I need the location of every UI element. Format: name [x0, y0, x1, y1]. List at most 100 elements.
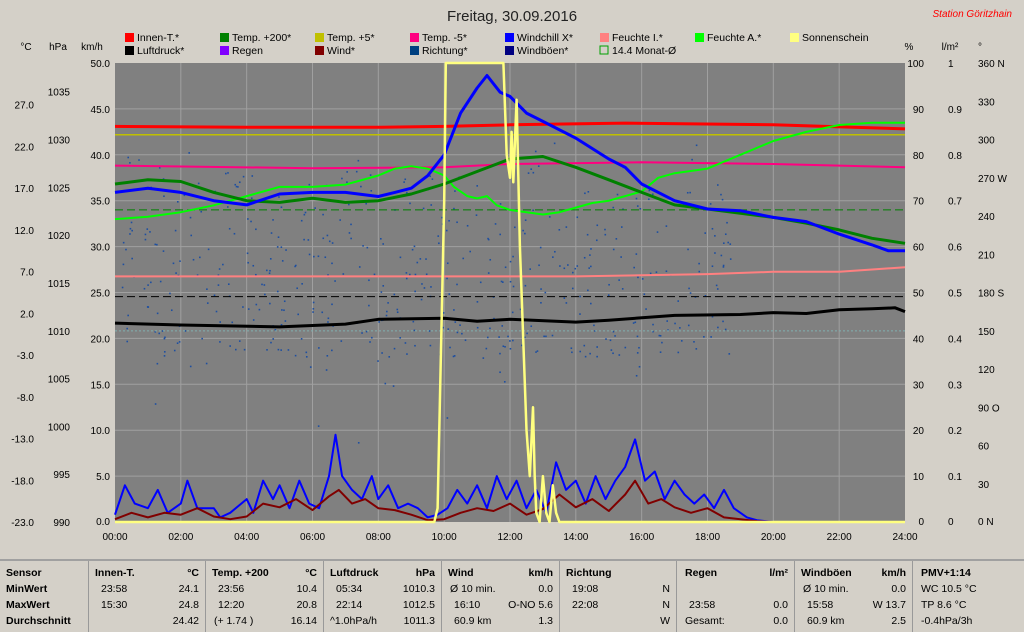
direction-point [691, 158, 693, 161]
direction-point [638, 365, 641, 368]
direction-point [649, 272, 652, 275]
direction-point [312, 311, 314, 313]
luftdruck-min: 1010.3 [402, 583, 435, 595]
temp200-max-time: 12:20 [218, 599, 245, 611]
legend-item: Wind* [315, 45, 355, 57]
tick-label: 150 [978, 327, 995, 338]
stats-sensor-header: Sensor [6, 567, 42, 579]
wind-unit: km/h [528, 567, 553, 579]
direction-point [429, 175, 431, 178]
legend-label: Richtung* [422, 45, 468, 57]
temp200-header: Temp. +200 [212, 567, 269, 579]
direction-point [414, 344, 416, 347]
innen-avg: 24.42 [172, 615, 199, 627]
direction-point [456, 283, 458, 286]
direction-point [129, 162, 131, 164]
tick-label: -13.0 [11, 435, 34, 446]
direction-point [574, 267, 577, 270]
direction-point [161, 330, 164, 332]
direction-point [190, 234, 193, 237]
direction-point [156, 312, 159, 315]
direction-point [529, 268, 531, 270]
tick-label: 1030 [48, 136, 71, 147]
direction-point [466, 224, 469, 227]
direction-point [620, 256, 622, 258]
direction-point [590, 248, 592, 250]
direction-point [328, 240, 331, 243]
direction-point [382, 285, 385, 287]
direction-point [396, 311, 399, 314]
direction-point [242, 306, 244, 308]
direction-point [512, 285, 515, 288]
direction-point [388, 356, 391, 358]
direction-point [215, 310, 218, 313]
direction-point [595, 239, 598, 242]
direction-point [294, 265, 296, 268]
direction-point [447, 328, 450, 330]
stats-col-sensor: Sensor MinWert MaxWert Durchschnitt [0, 561, 88, 632]
direction-point [154, 331, 157, 333]
direction-point [551, 334, 554, 337]
pmv-row2: TP 8.6 °C [921, 599, 967, 611]
direction-point [412, 320, 415, 323]
direction-point [309, 366, 312, 368]
direction-point [414, 273, 417, 276]
direction-point [247, 261, 249, 264]
direction-point [281, 309, 283, 311]
tick-label: 08:00 [366, 532, 391, 543]
tick-label: 0.1 [948, 472, 962, 483]
direction-point [408, 273, 411, 276]
direction-point [425, 273, 428, 276]
direction-point [652, 193, 654, 196]
direction-point [385, 314, 388, 317]
tick-label: 35.0 [91, 197, 111, 208]
direction-point [251, 175, 254, 177]
direction-point [639, 208, 642, 210]
direction-point [540, 301, 542, 304]
direction-point [728, 353, 731, 355]
direction-point [609, 339, 612, 342]
wind-avg-label: 60.9 km [454, 615, 492, 627]
legend-item: 14.4 Monat-Ø [599, 45, 676, 57]
direction-point [714, 252, 716, 254]
direction-point [438, 242, 440, 245]
direction-point [645, 308, 647, 310]
direction-point [509, 340, 511, 342]
direction-point [392, 385, 395, 387]
direction-point [252, 264, 255, 267]
direction-point [612, 206, 615, 209]
direction-point [274, 329, 277, 331]
direction-point [146, 306, 149, 308]
direction-point [327, 321, 329, 323]
tick-label: 360 N [978, 59, 1005, 70]
tick-label: 12:00 [497, 532, 522, 543]
legend-item: Windböen* [505, 45, 568, 57]
direction-point [278, 196, 280, 198]
direction-point [487, 237, 489, 240]
direction-point [419, 258, 422, 260]
tick-label: 27.0 [15, 101, 35, 112]
direction-point [255, 273, 257, 276]
richtung-avg: W [660, 615, 670, 627]
direction-point [537, 165, 540, 167]
direction-point [469, 250, 471, 253]
tick-label: 240 [978, 212, 995, 223]
direction-point [263, 284, 266, 286]
direction-point [314, 207, 316, 209]
tick-label: 995 [53, 470, 70, 481]
direction-point [716, 184, 719, 186]
direction-point [720, 254, 723, 257]
direction-point [246, 252, 249, 255]
direction-point [322, 213, 324, 216]
direction-point [590, 302, 592, 305]
direction-point [453, 207, 455, 210]
direction-point [587, 289, 589, 292]
direction-point [571, 351, 573, 354]
tick-label: 30 [913, 380, 925, 391]
wind-avg: 1.3 [538, 615, 553, 627]
direction-point [717, 326, 719, 329]
direction-point [355, 170, 358, 173]
tick-label: 270 W [978, 174, 1007, 185]
direction-point [513, 226, 516, 229]
direction-point [269, 302, 271, 305]
